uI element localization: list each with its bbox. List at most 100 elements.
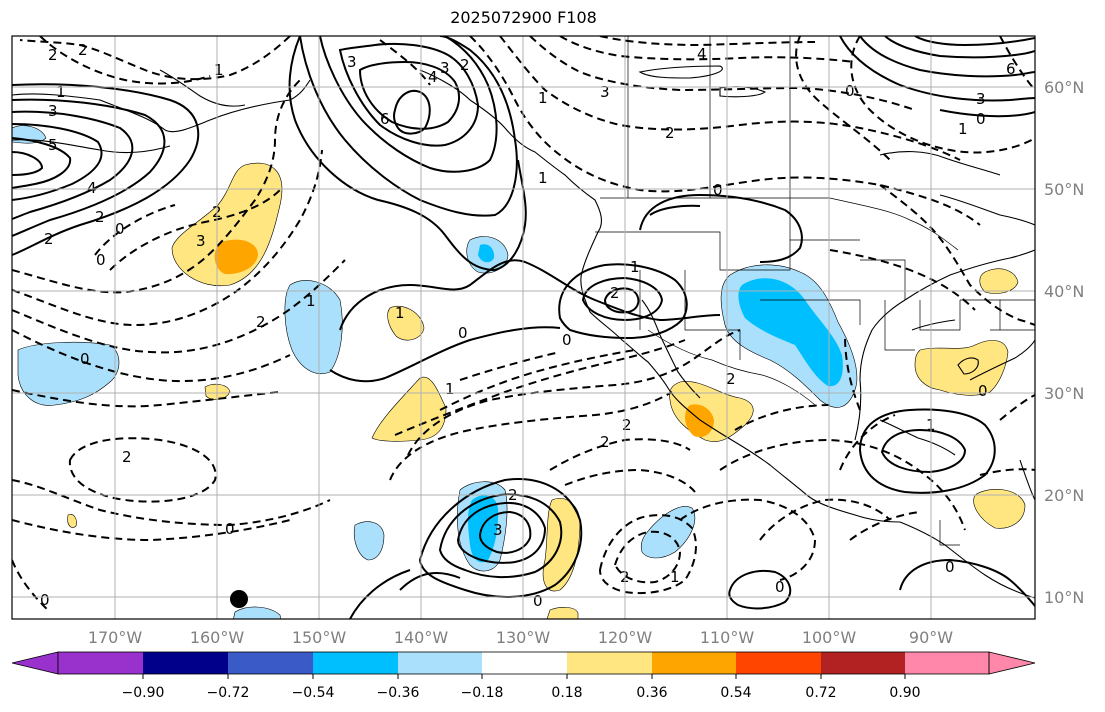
contour-label: 1 bbox=[538, 169, 548, 187]
contour-label: 2 bbox=[95, 208, 105, 226]
contour-label: 1 bbox=[670, 568, 680, 586]
colorbar-extend-high bbox=[988, 651, 1036, 675]
map-title: 2025072900 F108 bbox=[450, 8, 597, 27]
colorbar-segment bbox=[736, 652, 821, 674]
contour-label: 4 bbox=[697, 45, 707, 63]
contour-label: 2 bbox=[78, 41, 88, 59]
contour-label: 0 bbox=[80, 350, 90, 368]
contour-label: 0 bbox=[978, 382, 988, 400]
contour-label: 4 bbox=[87, 179, 97, 197]
lat-tick-label: 50°N bbox=[1044, 180, 1084, 199]
contour-label: 0 bbox=[775, 578, 785, 596]
shaded-positive-anomalies bbox=[67, 162, 1026, 619]
colorbar-segment bbox=[58, 652, 143, 674]
colorbar-segment bbox=[567, 652, 652, 674]
contour-label: 6 bbox=[1006, 60, 1016, 78]
marker-dot bbox=[230, 590, 248, 608]
contour-label: 1 bbox=[445, 380, 455, 398]
contour-label: 0 bbox=[976, 110, 986, 128]
contour-label: 3 bbox=[196, 232, 206, 250]
contour-label: 5 bbox=[48, 136, 58, 154]
map-frame bbox=[11, 35, 1036, 620]
contour-label: 0 bbox=[225, 520, 235, 538]
contour-label: 3 bbox=[976, 90, 986, 108]
gridlines bbox=[12, 36, 1035, 619]
colorbar-extend-low bbox=[11, 651, 59, 675]
colorbar-segment bbox=[482, 652, 567, 674]
contour-label: 1 bbox=[395, 304, 405, 322]
contour-label: 0 bbox=[713, 181, 723, 199]
colorbar-tick-label: 0.72 bbox=[805, 685, 836, 701]
lon-tick-label: 130°W bbox=[496, 628, 551, 647]
contour-label: 0 bbox=[845, 82, 855, 100]
contour-label: 6 bbox=[380, 110, 390, 128]
lat-tick-label: 30°N bbox=[1044, 384, 1084, 403]
colorbar-segment bbox=[143, 652, 228, 674]
colorbar-tick-label: 0.18 bbox=[551, 685, 582, 701]
contour-label: 0 bbox=[40, 591, 50, 609]
coastlines bbox=[12, 65, 1035, 599]
colorbar-segment bbox=[821, 652, 905, 674]
lon-tick-label: 110°W bbox=[700, 628, 755, 647]
colorbar-segment bbox=[398, 652, 482, 674]
lat-tick-label: 20°N bbox=[1044, 486, 1084, 505]
contour-label: 3 bbox=[347, 53, 357, 71]
contour-label: 1 bbox=[630, 258, 640, 276]
contour-label: 2 bbox=[460, 56, 470, 74]
lon-tick-label: 170°W bbox=[88, 628, 143, 647]
lon-tick-label: 160°W bbox=[190, 628, 245, 647]
colorbar-segment bbox=[652, 652, 736, 674]
contour-label: 2 bbox=[600, 433, 610, 451]
colorbar-tick-label: 0.54 bbox=[720, 685, 751, 701]
map-plot-area: 2 2 1 3 5 4 2 2 0 0 1 2 3 2 1 3 4 3 2 6 … bbox=[12, 36, 1035, 619]
lon-tick-label: 120°W bbox=[598, 628, 653, 647]
colorbar-tick-label: −0.54 bbox=[292, 685, 335, 701]
contour-label: 3 bbox=[48, 102, 58, 120]
contour-label: 1 bbox=[538, 89, 548, 107]
contour-label: 0 bbox=[562, 331, 572, 349]
contours-negative bbox=[12, 36, 1035, 613]
contour-label: 2 bbox=[622, 416, 632, 434]
lon-tick-label: 90°W bbox=[909, 628, 953, 647]
contour-label: 1 bbox=[958, 120, 968, 138]
lon-tick-label: 150°W bbox=[292, 628, 347, 647]
contour-label: 0 bbox=[96, 251, 106, 269]
lon-tick-label: 100°W bbox=[802, 628, 857, 647]
colorbar-tick-label: −0.18 bbox=[461, 685, 504, 701]
contour-label: 0 bbox=[115, 220, 125, 238]
colorbar-tick-label: −0.90 bbox=[122, 685, 165, 701]
lat-tick-label: 10°N bbox=[1044, 588, 1084, 607]
colorbar-tick-label: 0.90 bbox=[889, 685, 920, 701]
colorbar-segment bbox=[313, 652, 398, 674]
contour-label: 1 bbox=[214, 61, 224, 79]
contour-label: 2 bbox=[726, 370, 736, 388]
contour-label: 1 bbox=[306, 292, 316, 310]
latitude-axis: 60°N 50°N 40°N 30°N 20°N 10°N bbox=[1044, 78, 1084, 607]
contour-label: 2 bbox=[665, 124, 675, 142]
contour-label: 4 bbox=[428, 68, 438, 86]
political-borders bbox=[595, 36, 1035, 546]
contour-label: 3 bbox=[493, 521, 503, 539]
contour-label: 2 bbox=[256, 313, 266, 331]
contour-label: 2 bbox=[610, 284, 620, 302]
colorbar-segment bbox=[905, 652, 989, 674]
contour-label: 3 bbox=[440, 59, 450, 77]
colorbar-tick-label: 0.36 bbox=[636, 685, 667, 701]
colorbar-segment bbox=[228, 652, 313, 674]
contour-label: 0 bbox=[533, 592, 543, 610]
contour-label: 2 bbox=[44, 230, 54, 248]
longitude-axis: 170°W 160°W 150°W 140°W 130°W 120°W 110°… bbox=[88, 628, 953, 647]
colorbar: −0.90 −0.72 −0.54 −0.36 −0.18 0.18 0.36 … bbox=[11, 651, 1036, 701]
contour-label: 2 bbox=[122, 448, 132, 466]
lat-tick-label: 40°N bbox=[1044, 282, 1084, 301]
colorbar-tick-label: −0.72 bbox=[207, 685, 250, 701]
contour-label: 2 bbox=[48, 46, 58, 64]
contour-label: 0 bbox=[458, 324, 468, 342]
lat-tick-label: 60°N bbox=[1044, 78, 1084, 97]
contour-label: 0 bbox=[945, 558, 955, 576]
contours-positive bbox=[12, 36, 1035, 619]
contour-label: 3 bbox=[600, 83, 610, 101]
colorbar-tick-label: −0.36 bbox=[377, 685, 420, 701]
lon-tick-label: 140°W bbox=[394, 628, 449, 647]
